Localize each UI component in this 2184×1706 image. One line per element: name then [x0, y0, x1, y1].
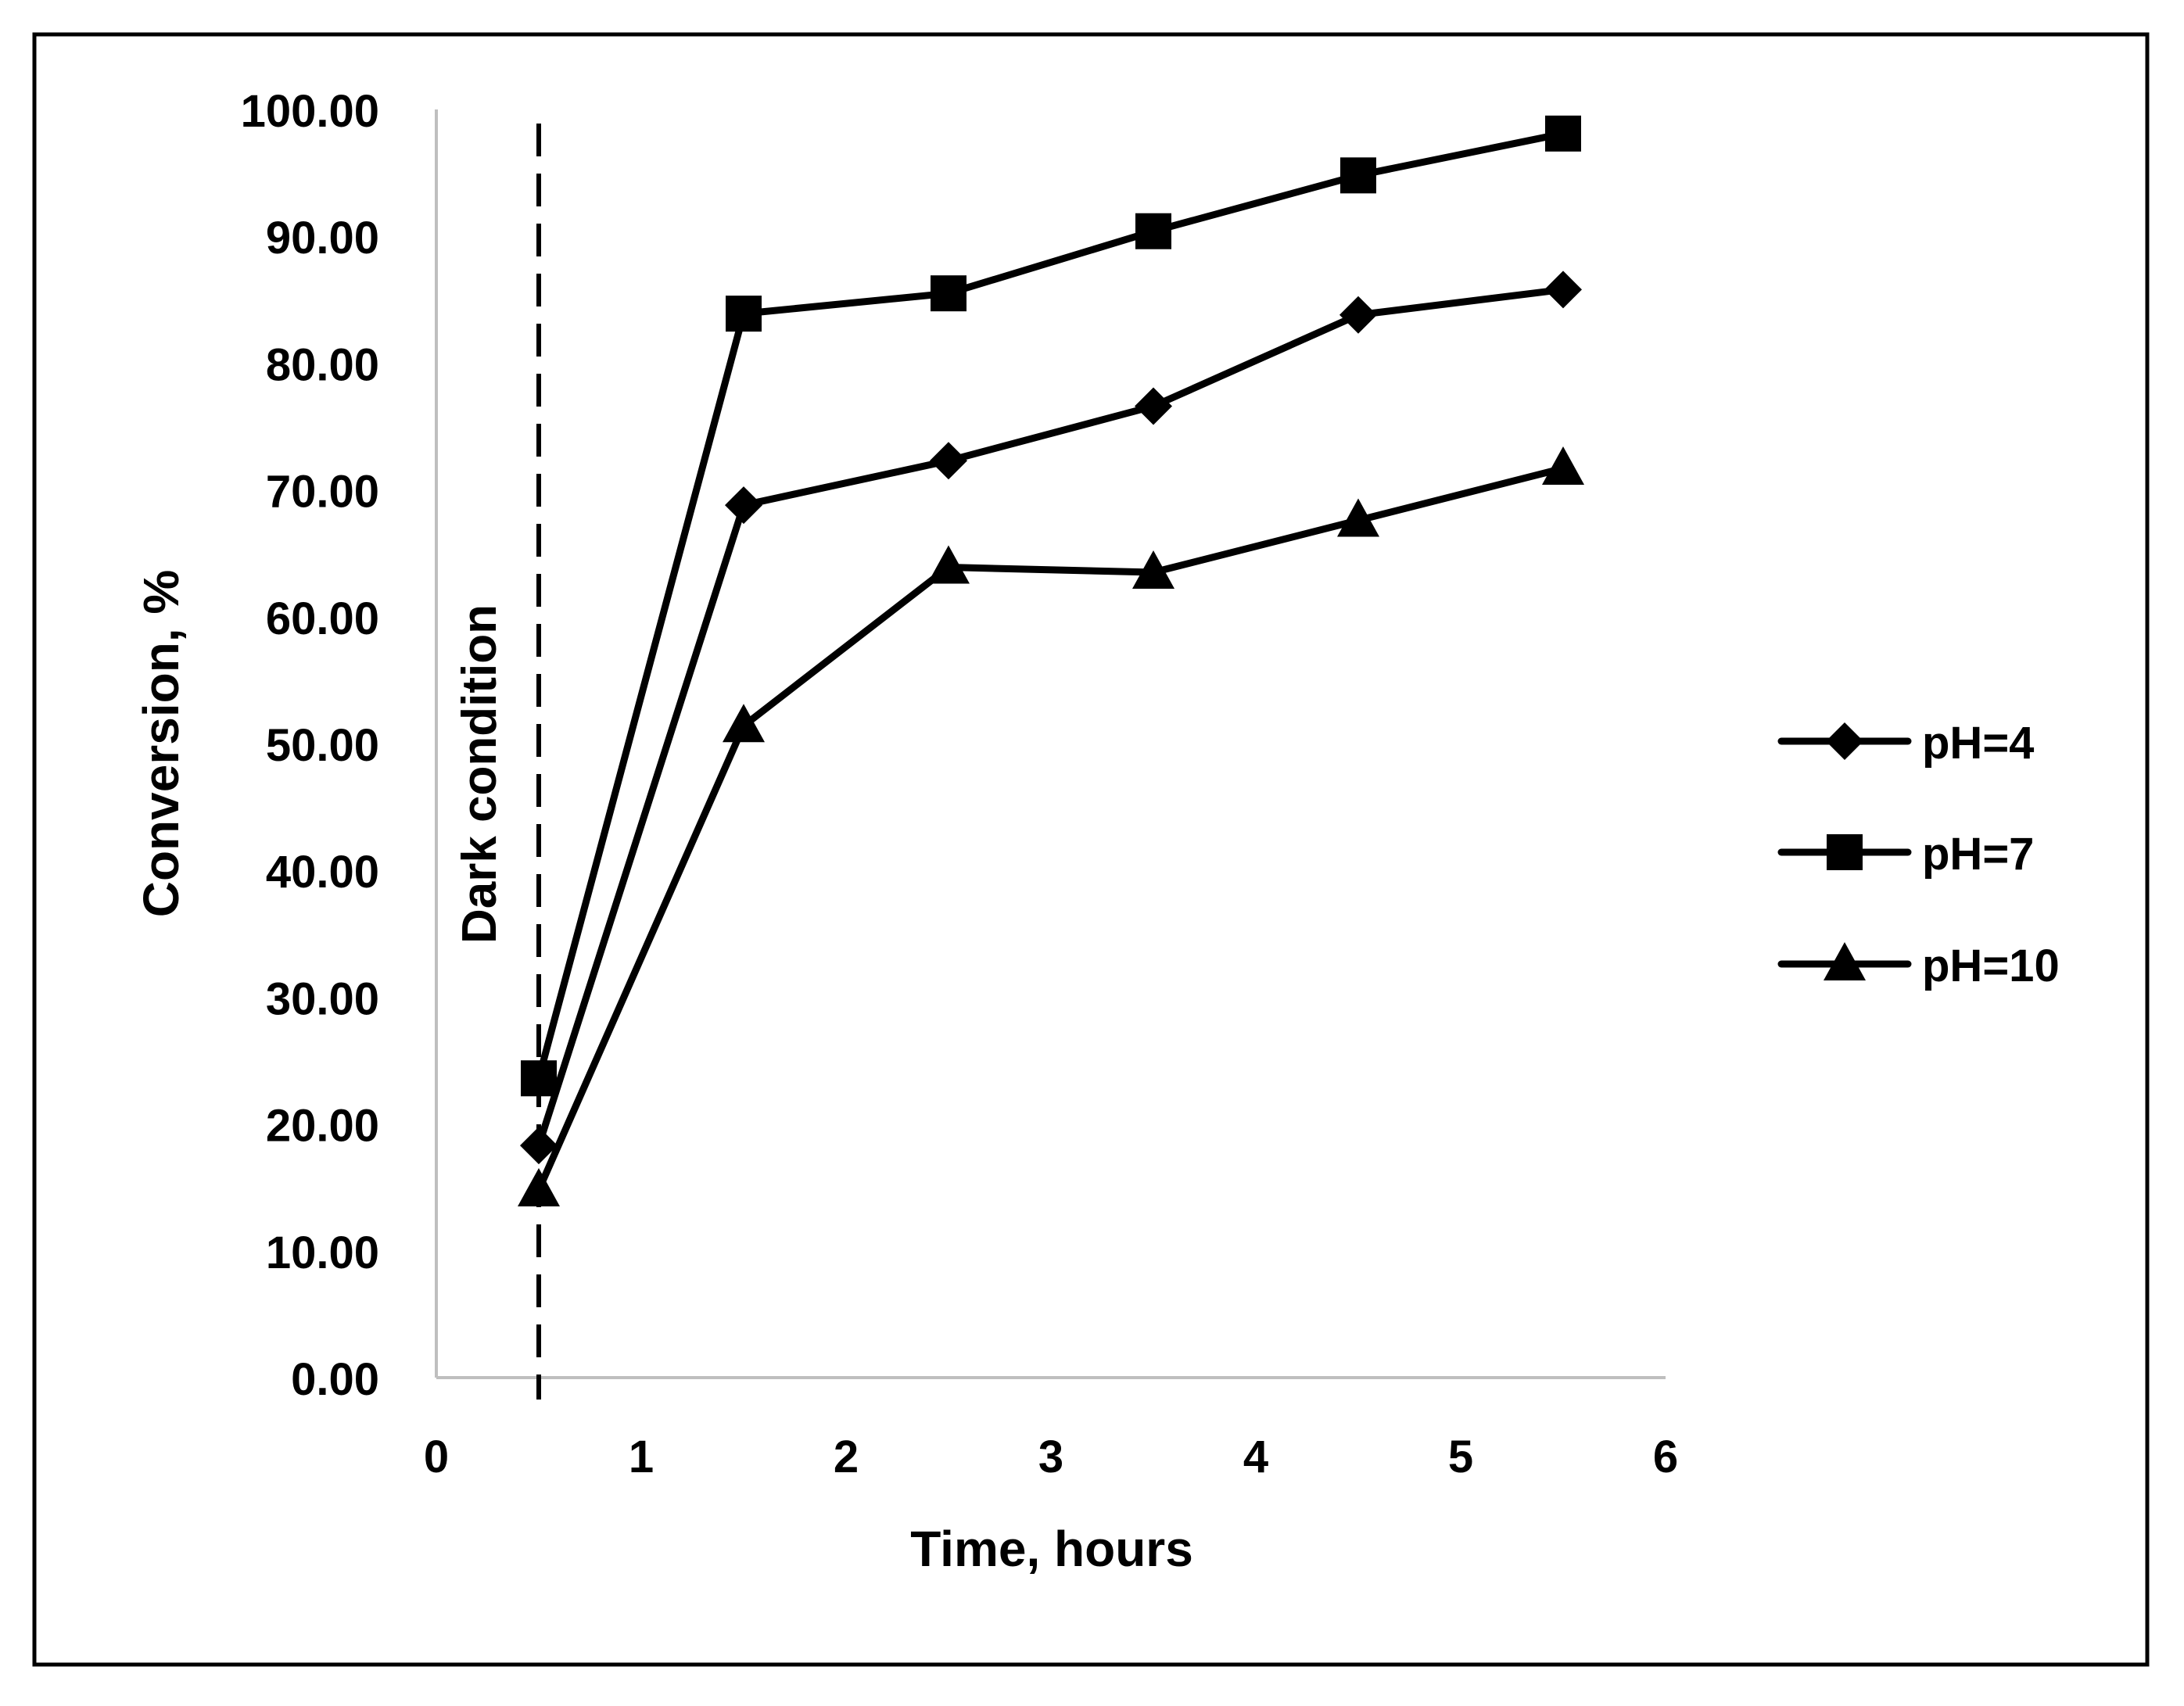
x-tick-label: 4 [1243, 1432, 1268, 1482]
legend-label: pH=7 [1922, 829, 2034, 880]
y-tick-label: 0.00 [291, 1354, 379, 1405]
data-point-marker [931, 275, 966, 312]
x-tick-labels: 0 1 2 3 4 5 6 [424, 1432, 1678, 1482]
series-line [535, 285, 1567, 1149]
x-tick-label: 2 [834, 1432, 859, 1482]
data-point-marker [723, 704, 765, 743]
series-2 [521, 115, 1581, 1097]
y-tick-label: 40.00 [266, 847, 379, 898]
data-point-marker [726, 296, 762, 332]
x-tick-label: 0 [424, 1432, 449, 1482]
y-tick-label: 50.00 [266, 720, 379, 771]
y-tick-label: 100.00 [241, 86, 379, 137]
data-point-marker [1542, 446, 1584, 486]
y-tick-label: 20.00 [266, 1101, 379, 1152]
y-tick-label: 10.00 [266, 1228, 379, 1278]
legend-marker [1824, 942, 1866, 980]
series-layer [518, 115, 1584, 1206]
data-point-marker [1135, 213, 1171, 249]
data-point-marker [521, 1060, 557, 1097]
series-3 [518, 446, 1584, 1206]
data-point-marker [1340, 157, 1376, 194]
y-tick-label: 30.00 [266, 973, 379, 1024]
series-line [535, 464, 1567, 1194]
x-tick-label: 6 [1653, 1432, 1678, 1482]
data-point-marker [1135, 387, 1172, 425]
data-point-marker [1132, 550, 1174, 590]
y-tick-label: 60.00 [266, 593, 379, 644]
data-point-marker [520, 1127, 558, 1165]
legend-entry: pH=7 [1777, 829, 2034, 880]
data-point-marker [927, 545, 970, 584]
dark-condition-label: Dark condition [453, 604, 507, 944]
legend-entry: pH=10 [1777, 941, 2060, 991]
x-tick-label: 3 [1038, 1432, 1063, 1482]
x-tick-label: 1 [629, 1432, 654, 1482]
legend-marker [1827, 834, 1863, 870]
series-1 [520, 271, 1582, 1165]
y-tick-labels: 0.00 10.00 20.00 30.00 40.00 50.00 60.00 70.00 8… [241, 86, 379, 1405]
legend-marker [1826, 722, 1863, 760]
data-point-marker [725, 486, 762, 525]
y-tick-label: 80.00 [266, 339, 379, 390]
x-axis-title: Time, hours [910, 1521, 1193, 1577]
data-point-marker [1545, 115, 1581, 152]
data-point-marker [930, 442, 967, 480]
data-point-marker [1337, 498, 1379, 537]
data-point-marker [1544, 271, 1582, 309]
legend-label: pH=4 [1922, 718, 2034, 769]
legend-entry: pH=4 [1777, 718, 2034, 769]
series-line [535, 130, 1567, 1082]
legend: pH=4 pH=7 pH=10 [1777, 718, 2060, 991]
data-point-marker [1339, 296, 1377, 334]
y-tick-label: 70.00 [266, 467, 379, 518]
x-tick-label: 5 [1448, 1432, 1473, 1482]
legend-label: pH=10 [1922, 941, 2060, 991]
axes [435, 109, 1666, 1379]
y-tick-label: 90.00 [266, 213, 379, 263]
y-axis-title: Conversion, % [133, 570, 189, 918]
data-point-marker [518, 1167, 560, 1206]
